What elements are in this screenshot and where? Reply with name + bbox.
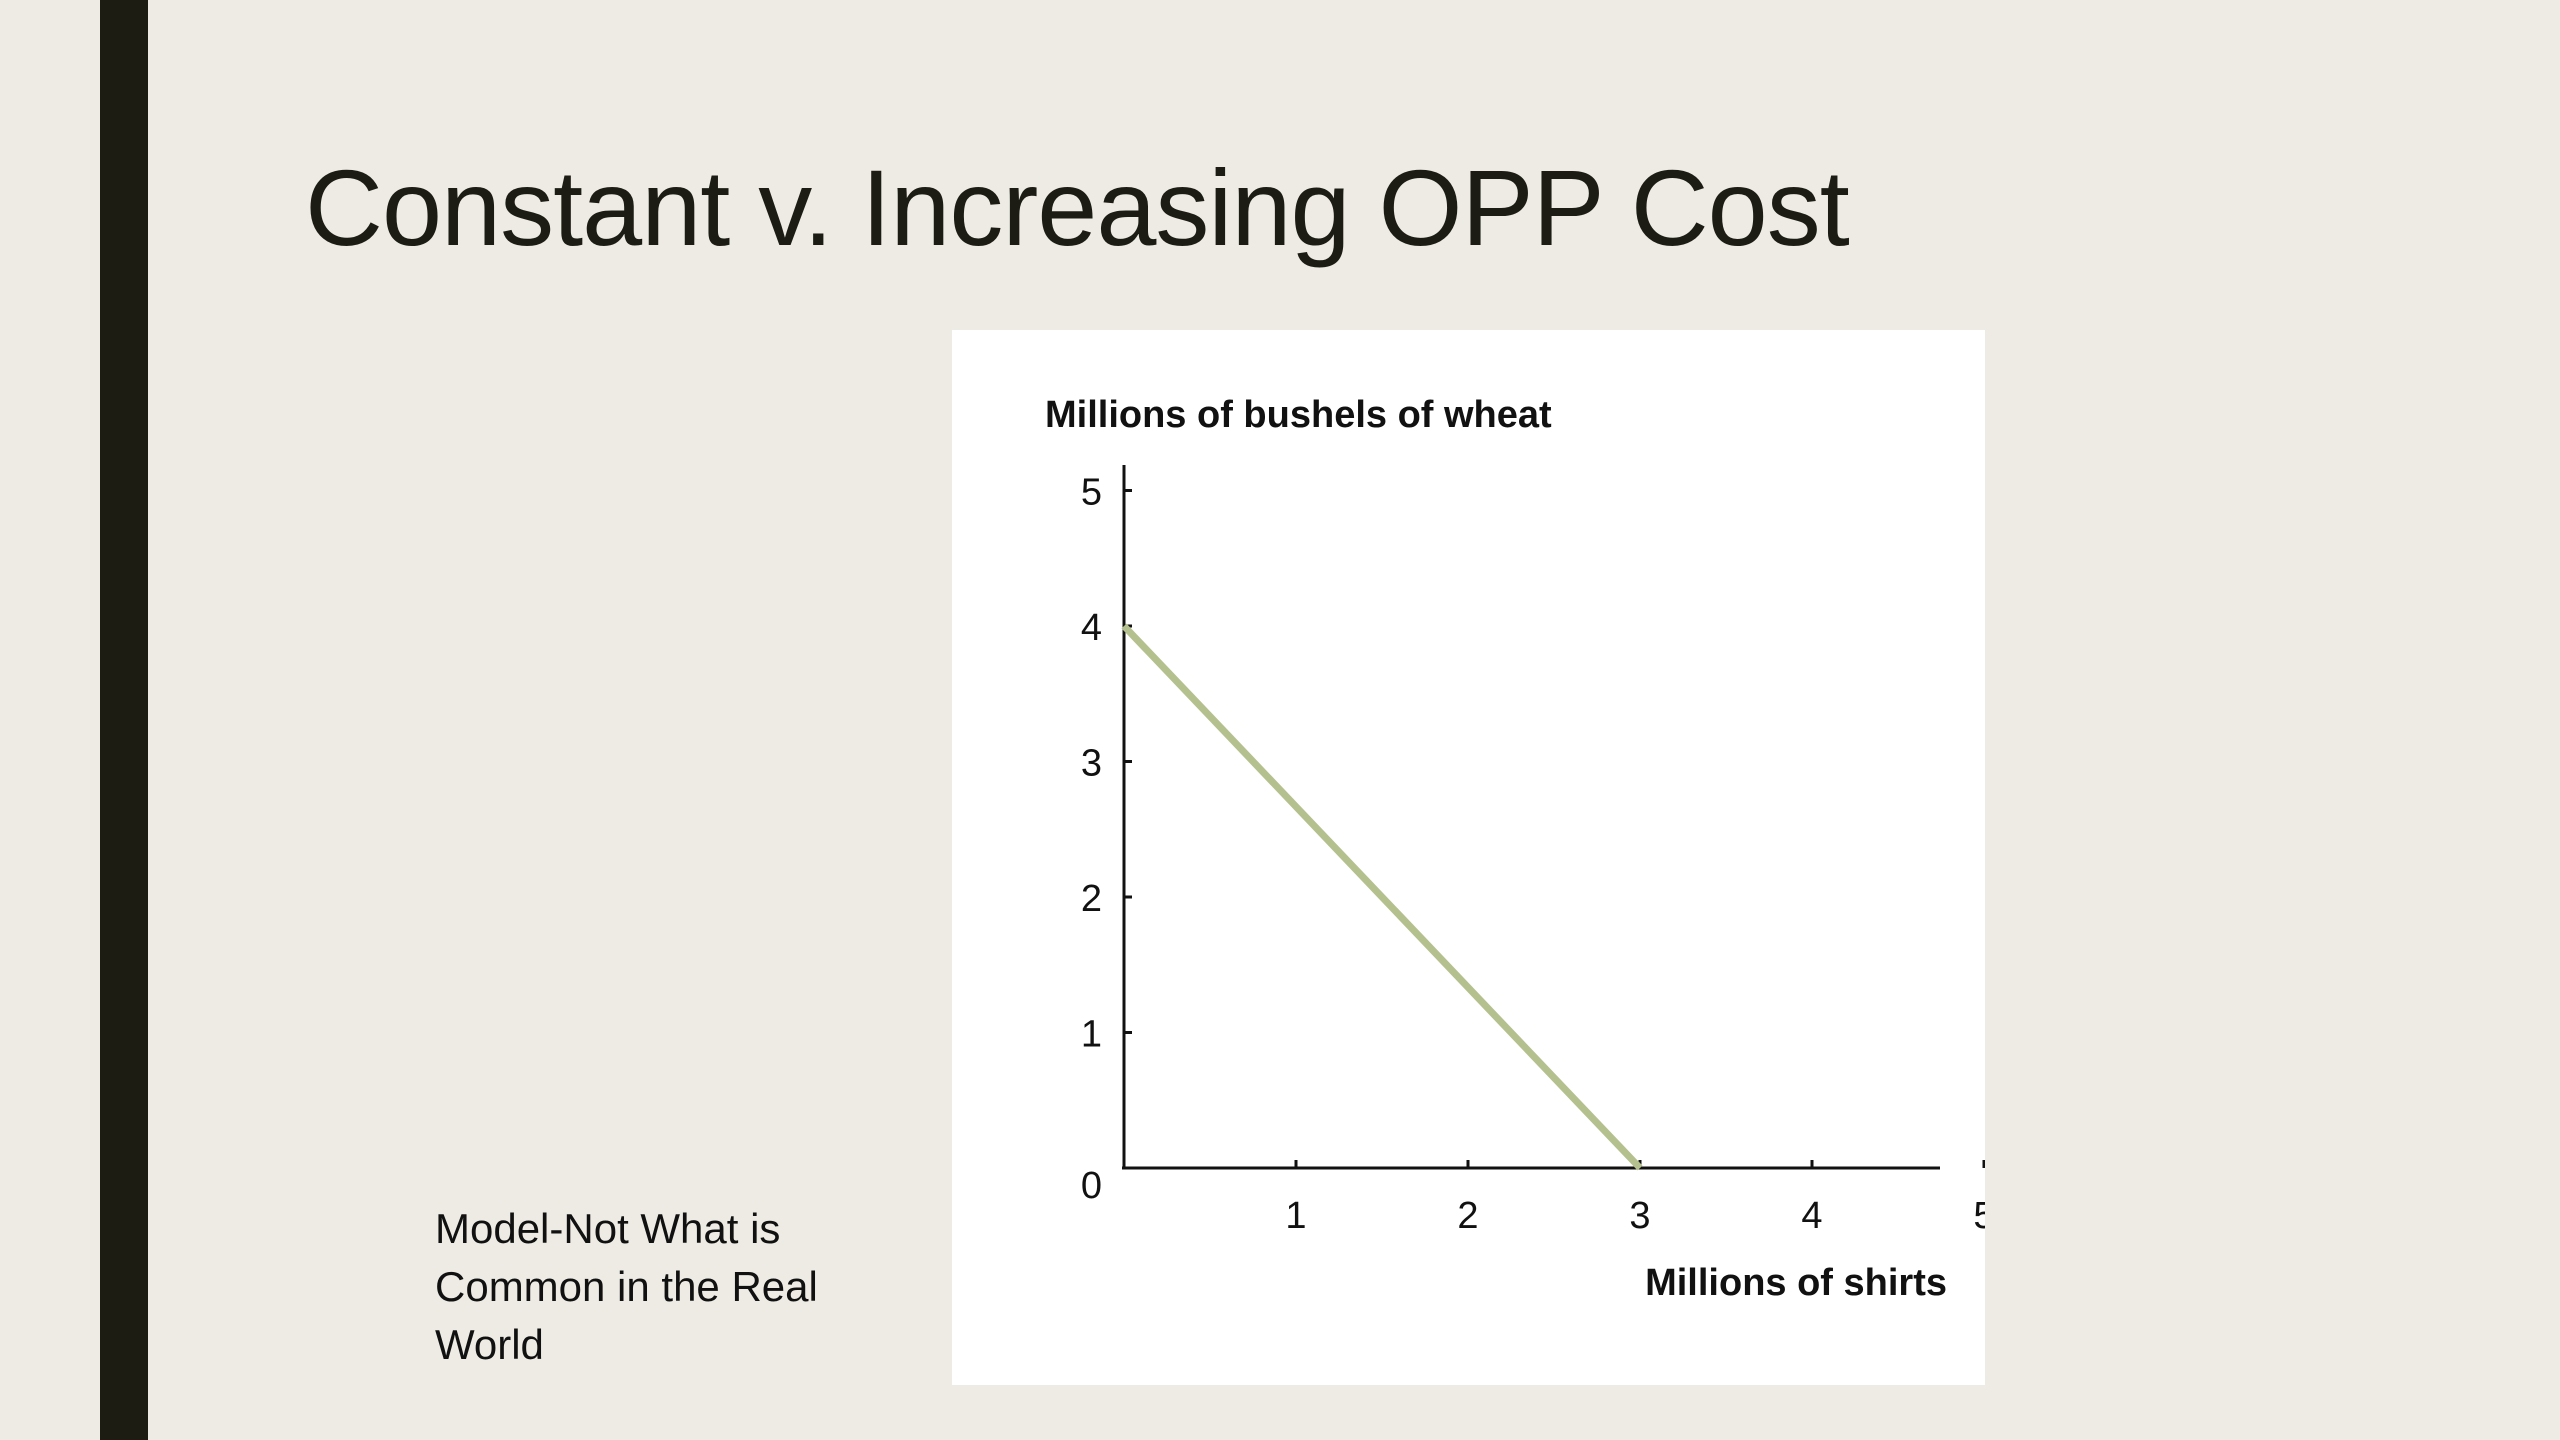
x-axis-label: Millions of shirts (1645, 1262, 1947, 1304)
ppf-line (1121, 623, 1643, 1171)
slide-title: Constant v. Increasing OPP Cost (305, 147, 1850, 268)
x-tick-label: 2 (1457, 1195, 1478, 1237)
y-tick-label: 3 (1081, 743, 1102, 785)
y-tick-label: 4 (1081, 607, 1102, 649)
accent-bar (100, 0, 148, 1440)
y-tick-label: 0 (1081, 1165, 1102, 1207)
ppf-chart: Millions of bushels of wheat Millions of… (1045, 394, 1985, 1304)
x-tick-label: 3 (1629, 1195, 1650, 1237)
y-tick-label: 2 (1081, 878, 1102, 920)
chart-card: Millions of bushels of wheat Millions of… (952, 330, 1985, 1385)
y-axis-label: Millions of bushels of wheat (1045, 394, 1552, 436)
y-tick-label: 5 (1081, 472, 1102, 514)
x-tick-label: 1 (1285, 1195, 1306, 1237)
y-tick-label: 1 (1081, 1014, 1102, 1056)
x-tick-label: 4 (1801, 1195, 1822, 1237)
slide-caption: Model-Not What is Common in the Real Wor… (435, 1205, 818, 1368)
x-tick-label: 5 (1973, 1195, 1985, 1237)
